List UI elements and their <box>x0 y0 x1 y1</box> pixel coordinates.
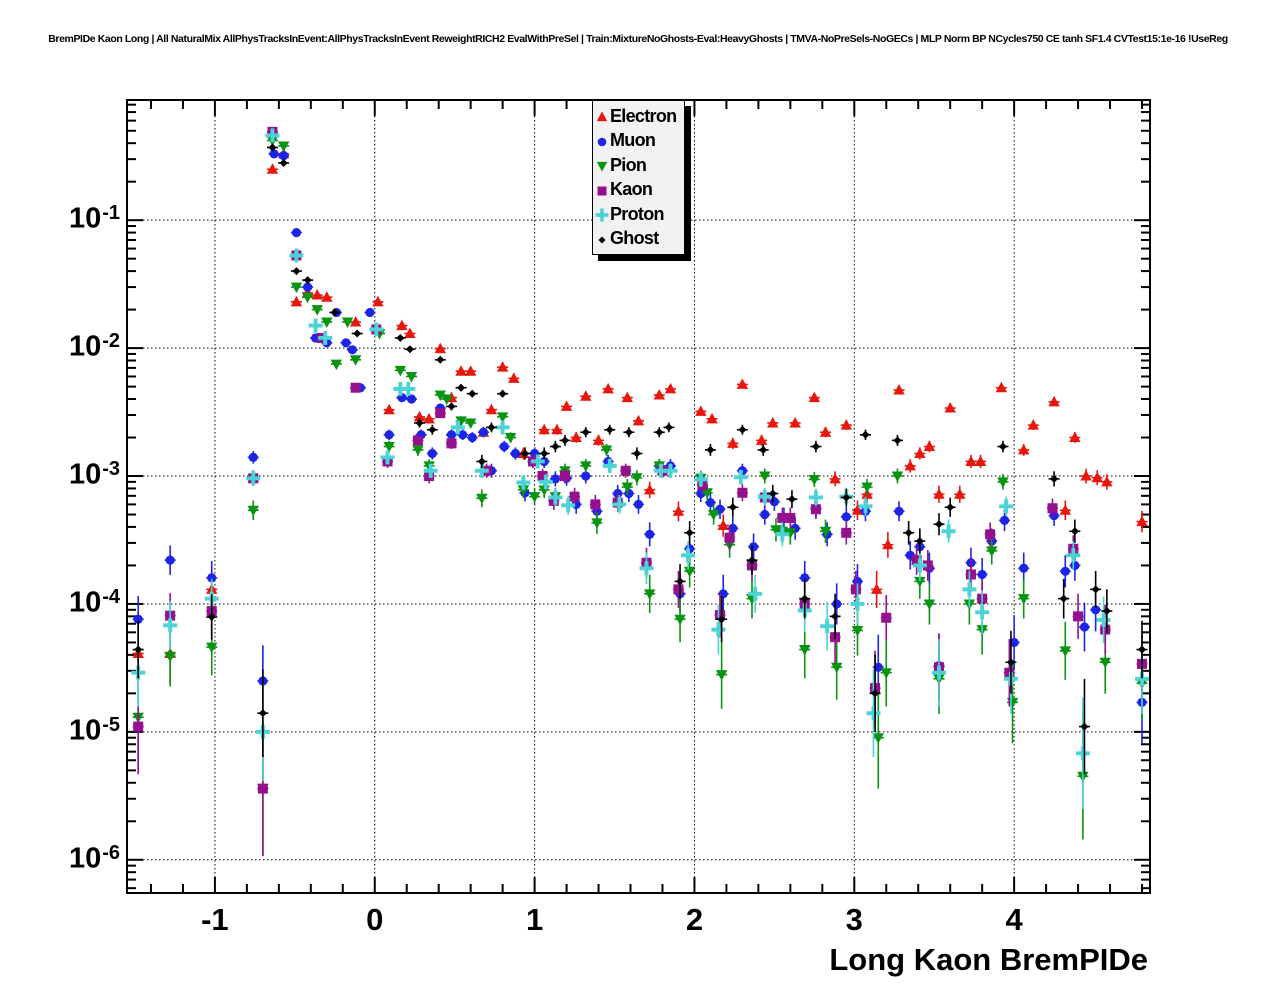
legend-entry-proton[interactable]: Proton <box>595 202 684 227</box>
legend[interactable]: Electron Muon Pion Kaon Proton Ghost <box>592 100 685 255</box>
legend-label: Ghost <box>610 228 659 249</box>
circle-icon <box>595 133 610 149</box>
x-tick-label-3: 3 <box>845 902 863 937</box>
legend-entry-kaon[interactable]: Kaon <box>595 178 684 203</box>
y-tick-label-1e-4: 10-4 <box>68 585 120 619</box>
triangle-up-icon <box>595 108 610 124</box>
series-ghost <box>132 143 1148 775</box>
legend-label: Kaon <box>610 179 653 200</box>
legend-label: Proton <box>610 203 664 224</box>
x-tick-label-1: 1 <box>525 902 544 937</box>
square-icon <box>595 182 610 198</box>
legend-entry-ghost[interactable]: Ghost <box>595 227 684 252</box>
axis-ticks <box>127 100 1150 893</box>
gridlines <box>127 100 1150 893</box>
y-tick-label-1e-5: 10-5 <box>68 713 120 747</box>
y-tick-label-1e-2: 10-2 <box>68 330 120 363</box>
y-tick-label-1e-3: 10-3 <box>68 458 120 491</box>
y-tick-label-1e-1: 10-1 <box>68 202 120 235</box>
x-tick-label-2: 2 <box>685 902 704 937</box>
legend-label: Pion <box>610 154 647 175</box>
diamond-icon <box>595 231 610 247</box>
x-tick-label-0: 0 <box>366 902 384 937</box>
plot-title: BremPIDe Kaon Long | All NaturalMix AllP… <box>48 33 1228 45</box>
legend-entry-muon[interactable]: Muon <box>595 129 684 154</box>
triangle-down-icon <box>595 157 610 173</box>
legend-entry-pion[interactable]: Pion <box>595 153 684 178</box>
legend-entry-electron[interactable]: Electron <box>595 104 684 129</box>
x-tick-label--1: -1 <box>201 902 229 937</box>
x-tick-label-4: 4 <box>1005 902 1023 937</box>
y-tick-label-1e-6: 10-6 <box>68 841 120 875</box>
x-axis-title: Long Kaon BremPIDe <box>829 942 1148 977</box>
legend-label: Electron <box>610 105 677 126</box>
legend-label: Muon <box>610 130 656 151</box>
cross-icon <box>595 206 610 222</box>
series-proton <box>131 128 1150 809</box>
